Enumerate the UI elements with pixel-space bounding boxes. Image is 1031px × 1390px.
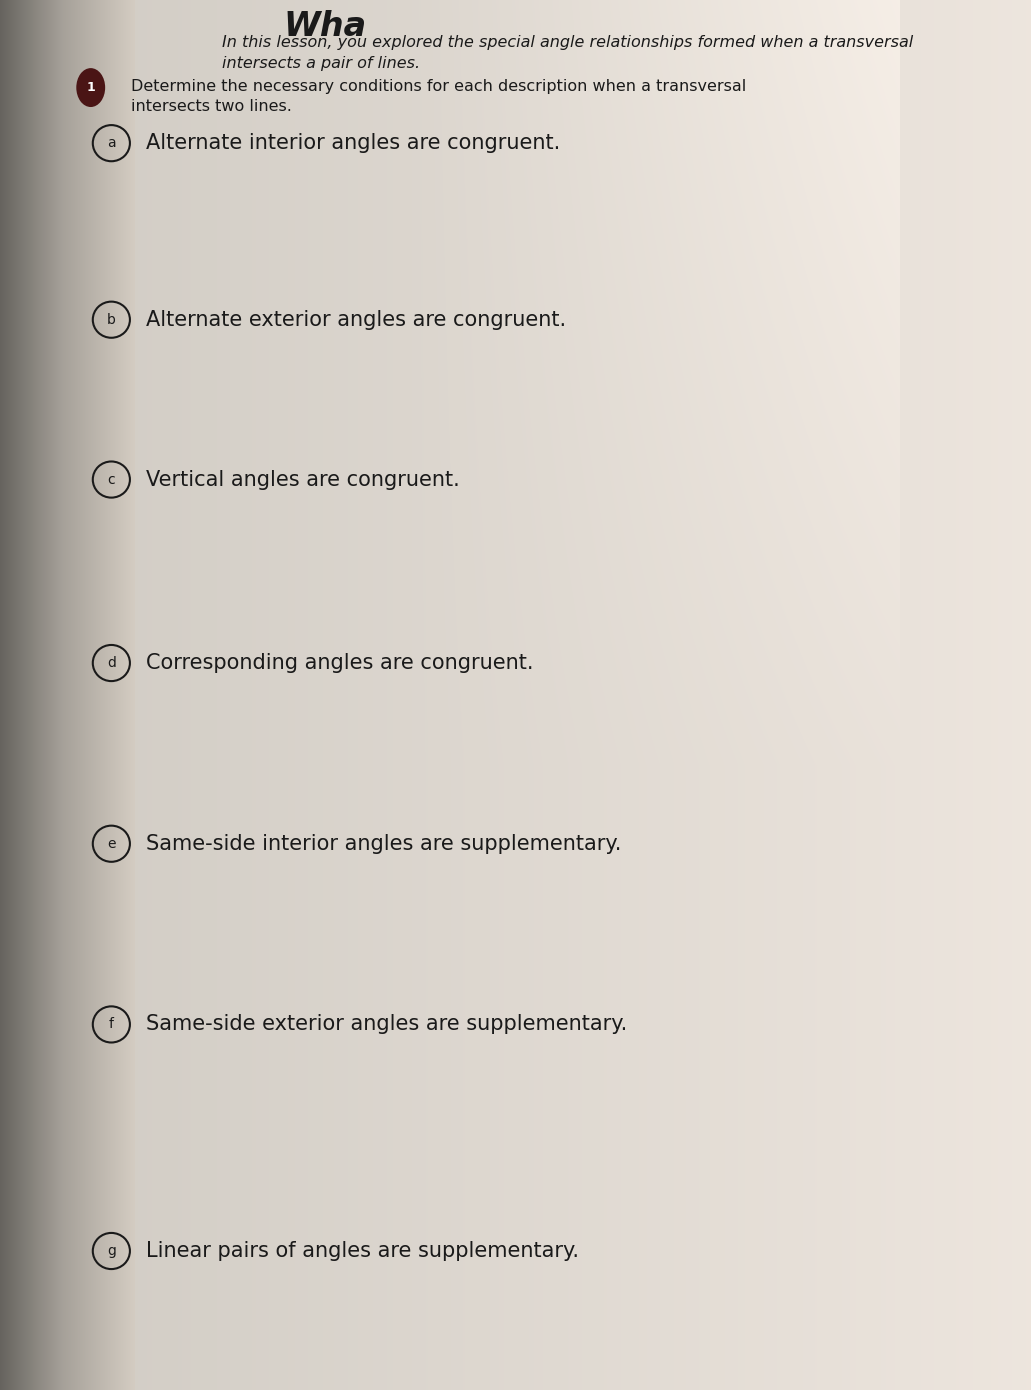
Text: Same-side interior angles are supplementary.: Same-side interior angles are supplement… — [146, 834, 622, 853]
Text: Vertical angles are congruent.: Vertical angles are congruent. — [146, 470, 460, 489]
Text: Same-side exterior angles are supplementary.: Same-side exterior angles are supplement… — [146, 1015, 628, 1034]
Text: intersects two lines.: intersects two lines. — [131, 99, 292, 114]
Text: Alternate interior angles are congruent.: Alternate interior angles are congruent. — [146, 133, 561, 153]
Text: Linear pairs of angles are supplementary.: Linear pairs of angles are supplementary… — [146, 1241, 579, 1261]
Text: Determine the necessary conditions for each description when a transversal: Determine the necessary conditions for e… — [131, 79, 746, 95]
Text: intersects a pair of lines.: intersects a pair of lines. — [222, 56, 420, 71]
Text: Wha: Wha — [284, 10, 367, 43]
Text: f: f — [109, 1017, 113, 1031]
Circle shape — [76, 68, 105, 107]
Text: e: e — [107, 837, 115, 851]
Text: b: b — [107, 313, 115, 327]
Text: g: g — [107, 1244, 115, 1258]
Text: Alternate exterior angles are congruent.: Alternate exterior angles are congruent. — [146, 310, 566, 329]
Text: 1: 1 — [87, 81, 95, 95]
Text: d: d — [107, 656, 115, 670]
Text: a: a — [107, 136, 115, 150]
Text: Corresponding angles are congruent.: Corresponding angles are congruent. — [146, 653, 534, 673]
Text: In this lesson, you explored the special angle relationships formed when a trans: In this lesson, you explored the special… — [222, 35, 912, 50]
Text: c: c — [107, 473, 115, 486]
